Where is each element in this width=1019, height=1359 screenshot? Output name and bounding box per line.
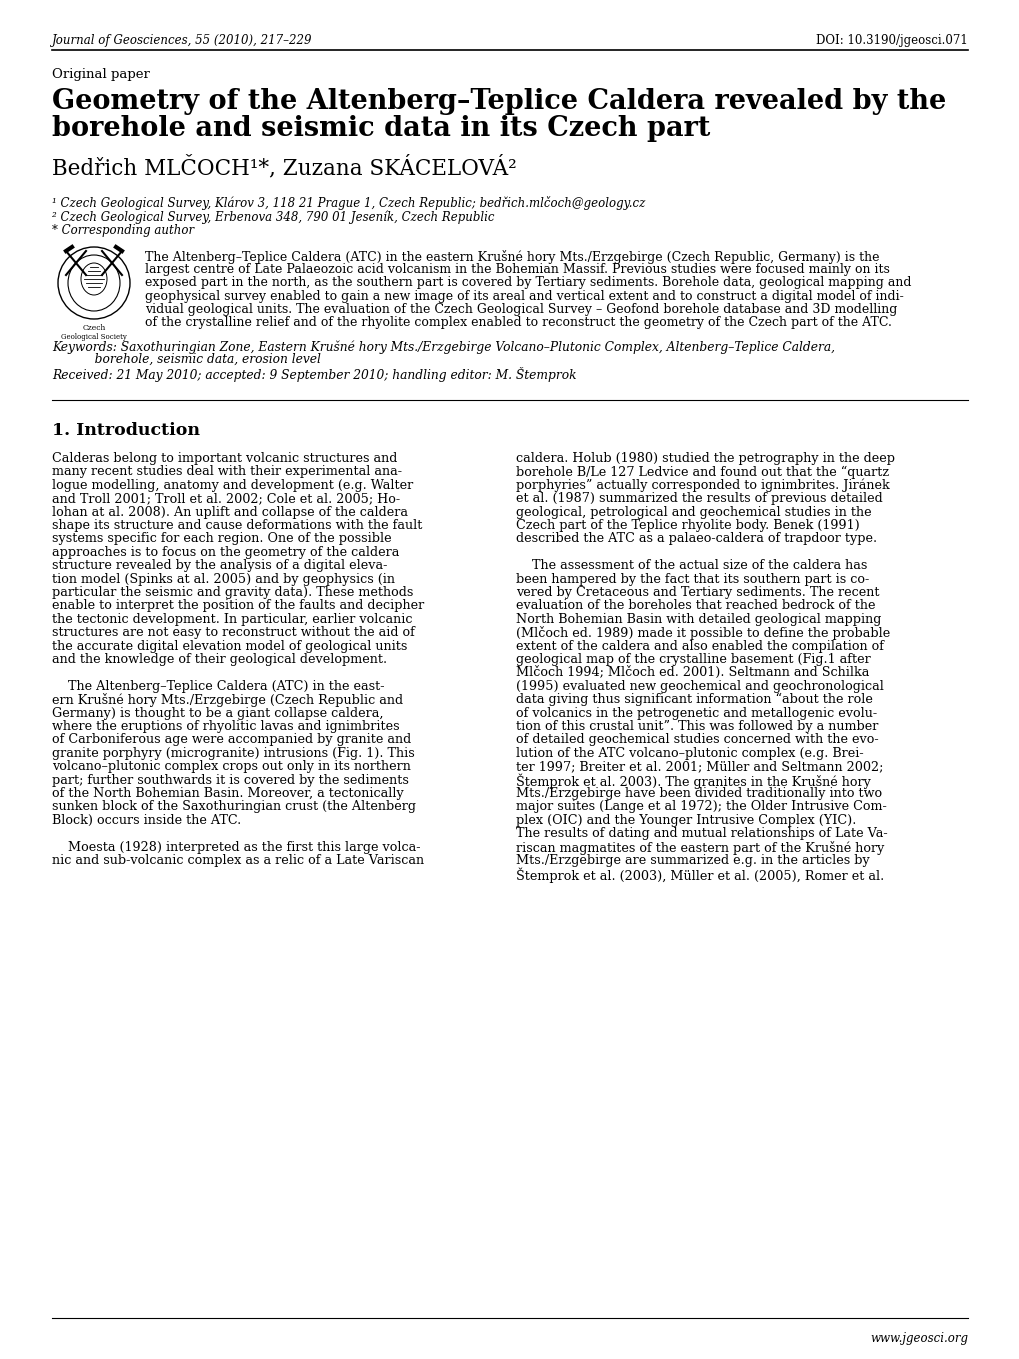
Text: and the knowledge of their geological development.: and the knowledge of their geological de…	[52, 654, 387, 666]
Text: Journal of Geosciences, 55 (2010), 217–229: Journal of Geosciences, 55 (2010), 217–2…	[52, 34, 312, 48]
Text: data giving thus significant information “about the role: data giving thus significant information…	[516, 693, 872, 707]
Text: caldera. Holub (1980) studied the petrography in the deep: caldera. Holub (1980) studied the petrog…	[516, 453, 894, 465]
Text: Štemprok et al. 2003). The granites in the Krušné hory: Štemprok et al. 2003). The granites in t…	[516, 773, 870, 790]
Text: borehole B/Le 127 Ledvice and found out that the “quartz: borehole B/Le 127 Ledvice and found out …	[516, 465, 889, 478]
Text: structure revealed by the analysis of a digital eleva-: structure revealed by the analysis of a …	[52, 559, 387, 572]
Text: described the ATC as a palaeo-caldera of trapdoor type.: described the ATC as a palaeo-caldera of…	[516, 533, 876, 545]
Text: tion model (Spinks at al. 2005) and by geophysics (in: tion model (Spinks at al. 2005) and by g…	[52, 572, 394, 586]
Text: of the North Bohemian Basin. Moreover, a tectonically: of the North Bohemian Basin. Moreover, a…	[52, 787, 404, 800]
Text: vidual geological units. The evaluation of the Czech Geological Survey – Geofond: vidual geological units. The evaluation …	[145, 303, 897, 315]
Text: shape its structure and cause deformations with the fault: shape its structure and cause deformatio…	[52, 519, 422, 531]
Text: Calderas belong to important volcanic structures and: Calderas belong to important volcanic st…	[52, 453, 397, 465]
Text: www.jgeosci.org: www.jgeosci.org	[869, 1332, 967, 1345]
Text: extent of the caldera and also enabled the compilation of: extent of the caldera and also enabled t…	[516, 640, 883, 652]
Text: ² Czech Geological Survey, Erbenova 348, 790 01 Jeseník, Czech Republic: ² Czech Geological Survey, Erbenova 348,…	[52, 211, 494, 223]
Text: systems specific for each region. One of the possible: systems specific for each region. One of…	[52, 533, 391, 545]
Text: plex (OIC) and the Younger Intrusive Complex (YIC).: plex (OIC) and the Younger Intrusive Com…	[516, 814, 856, 826]
Text: Mts./Erzgebirge have been divided traditionally into two: Mts./Erzgebirge have been divided tradit…	[516, 787, 881, 800]
Text: the tectonic development. In particular, earlier volcanic: the tectonic development. In particular,…	[52, 613, 412, 625]
Text: Mlčoch 1994; Mlčoch ed. 2001). Seltmann and Schilka: Mlčoch 1994; Mlčoch ed. 2001). Seltmann …	[516, 666, 868, 680]
Text: borehole and seismic data in its Czech part: borehole and seismic data in its Czech p…	[52, 116, 709, 141]
Text: part; further southwards it is covered by the sediments: part; further southwards it is covered b…	[52, 773, 409, 787]
Text: been hampered by the fact that its southern part is co-: been hampered by the fact that its south…	[516, 572, 868, 586]
Text: ern Krušné hory Mts./Erzgebirge (Czech Republic and: ern Krušné hory Mts./Erzgebirge (Czech R…	[52, 693, 403, 707]
Text: where the eruptions of rhyolitic lavas and ignimbrites: where the eruptions of rhyolitic lavas a…	[52, 720, 399, 733]
Text: logue modelling, anatomy and development (e.g. Walter: logue modelling, anatomy and development…	[52, 478, 413, 492]
Text: Block) occurs inside the ATC.: Block) occurs inside the ATC.	[52, 814, 242, 826]
Text: major suites (Lange et al 1972); the Older Intrusive Com-: major suites (Lange et al 1972); the Old…	[516, 800, 886, 814]
Text: Czech: Czech	[83, 323, 106, 332]
Text: Czech part of the Teplice rhyolite body. Benek (1991): Czech part of the Teplice rhyolite body.…	[516, 519, 859, 531]
Text: approaches is to focus on the geometry of the caldera: approaches is to focus on the geometry o…	[52, 546, 399, 559]
Text: porphyries” actually corresponded to ignimbrites. Jiránek: porphyries” actually corresponded to ign…	[516, 478, 889, 492]
Text: Moesta (1928) interpreted as the first this large volca-: Moesta (1928) interpreted as the first t…	[52, 841, 420, 853]
Text: sunken block of the Saxothuringian crust (the Altenberg: sunken block of the Saxothuringian crust…	[52, 800, 416, 814]
Text: DOI: 10.3190/jgeosci.071: DOI: 10.3190/jgeosci.071	[815, 34, 967, 48]
Text: The Altenberg–Teplice Caldera (ATC) in the eastern Krušné hory Mts./Erzgebirge (: The Altenberg–Teplice Caldera (ATC) in t…	[145, 250, 878, 264]
Text: * Corresponding author: * Corresponding author	[52, 224, 194, 236]
Text: geological, petrological and geochemical studies in the: geological, petrological and geochemical…	[516, 506, 871, 519]
Text: many recent studies deal with their experimental ana-: many recent studies deal with their expe…	[52, 465, 401, 478]
Text: Mts./Erzgebirge are summarized e.g. in the articles by: Mts./Erzgebirge are summarized e.g. in t…	[516, 853, 869, 867]
Text: The assessment of the actual size of the caldera has: The assessment of the actual size of the…	[516, 559, 866, 572]
Text: Germany) is thought to be a giant collapse caldera,: Germany) is thought to be a giant collap…	[52, 707, 383, 720]
Text: exposed part in the north, as the southern part is covered by Tertiary sediments: exposed part in the north, as the southe…	[145, 276, 911, 289]
Text: borehole, seismic data, erosion level: borehole, seismic data, erosion level	[52, 353, 321, 366]
Text: Štemprok et al. (2003), Müller et al. (2005), Romer et al.: Štemprok et al. (2003), Müller et al. (2…	[516, 867, 883, 883]
Text: of Carboniferous age were accompanied by granite and: of Carboniferous age were accompanied by…	[52, 734, 411, 746]
Text: of detailed geochemical studies concerned with the evo-: of detailed geochemical studies concerne…	[516, 734, 877, 746]
Text: volcano–plutonic complex crops out only in its northern: volcano–plutonic complex crops out only …	[52, 760, 411, 773]
Text: North Bohemian Basin with detailed geological mapping: North Bohemian Basin with detailed geolo…	[516, 613, 880, 625]
Text: structures are not easy to reconstruct without the aid of: structures are not easy to reconstruct w…	[52, 626, 415, 639]
Text: Geological Society: Geological Society	[61, 333, 126, 341]
Text: particular the seismic and gravity data). These methods: particular the seismic and gravity data)…	[52, 586, 413, 599]
Text: 1. Introduction: 1. Introduction	[52, 423, 200, 439]
Text: Original paper: Original paper	[52, 68, 150, 82]
Text: riscan magmatites of the eastern part of the Krušné hory: riscan magmatites of the eastern part of…	[516, 841, 883, 855]
Text: largest centre of Late Palaeozoic acid volcanism in the Bohemian Massif. Previou: largest centre of Late Palaeozoic acid v…	[145, 264, 889, 276]
Text: enable to interpret the position of the faults and decipher: enable to interpret the position of the …	[52, 599, 424, 613]
Text: Bedřich MLČOCH¹*, Zuzana SKÁCELOVÁ²: Bedřich MLČOCH¹*, Zuzana SKÁCELOVÁ²	[52, 156, 517, 179]
Text: vered by Cretaceous and Tertiary sediments. The recent: vered by Cretaceous and Tertiary sedimen…	[516, 586, 878, 599]
Text: of volcanics in the petrogenetic and metallogenic evolu-: of volcanics in the petrogenetic and met…	[516, 707, 876, 720]
Text: Received: 21 May 2010; accepted: 9 September 2010; handling editor: M. Štemprok: Received: 21 May 2010; accepted: 9 Septe…	[52, 367, 576, 382]
Text: The Altenberg–Teplice Caldera (ATC) in the east-: The Altenberg–Teplice Caldera (ATC) in t…	[52, 680, 384, 693]
Text: The results of dating and mutual relationships of Late Va-: The results of dating and mutual relatio…	[516, 828, 887, 840]
Text: geological map of the crystalline basement (Fig.1 after: geological map of the crystalline baseme…	[516, 654, 870, 666]
Text: of the crystalline relief and of the rhyolite complex enabled to reconstruct the: of the crystalline relief and of the rhy…	[145, 317, 891, 329]
Text: evaluation of the boreholes that reached bedrock of the: evaluation of the boreholes that reached…	[516, 599, 874, 613]
Text: lohan at al. 2008). An uplift and collapse of the caldera: lohan at al. 2008). An uplift and collap…	[52, 506, 408, 519]
Text: the accurate digital elevation model of geological units: the accurate digital elevation model of …	[52, 640, 407, 652]
Text: ¹ Czech Geological Survey, Klárov 3, 118 21 Prague 1, Czech Republic; bedřich.ml: ¹ Czech Geological Survey, Klárov 3, 118…	[52, 196, 645, 211]
Text: nic and sub-volcanic complex as a relic of a Late Variscan: nic and sub-volcanic complex as a relic …	[52, 853, 424, 867]
Text: (1995) evaluated new geochemical and geochronological: (1995) evaluated new geochemical and geo…	[516, 680, 883, 693]
Text: Keywords: Saxothuringian Zone, Eastern Krušné hory Mts./Erzgebirge Volcano–Pluto: Keywords: Saxothuringian Zone, Eastern K…	[52, 340, 835, 353]
Text: ter 1997; Breiter et al. 2001; Müller and Seltmann 2002;: ter 1997; Breiter et al. 2001; Müller an…	[516, 760, 882, 773]
Text: lution of the ATC volcano–plutonic complex (e.g. Brei-: lution of the ATC volcano–plutonic compl…	[516, 747, 863, 760]
Text: granite porphyry (microgranite) intrusions (Fig. 1). This: granite porphyry (microgranite) intrusio…	[52, 747, 415, 760]
Text: geophysical survey enabled to gain a new image of its areal and vertical extent : geophysical survey enabled to gain a new…	[145, 289, 903, 303]
Text: (Mlčoch ed. 1989) made it possible to define the probable: (Mlčoch ed. 1989) made it possible to de…	[516, 626, 890, 640]
Text: tion of this crustal unit”. This was followed by a number: tion of this crustal unit”. This was fol…	[516, 720, 877, 733]
Text: and Troll 2001; Troll et al. 2002; Cole et al. 2005; Ho-: and Troll 2001; Troll et al. 2002; Cole …	[52, 492, 399, 506]
Text: Geometry of the Altenberg–Teplice Caldera revealed by the: Geometry of the Altenberg–Teplice Calder…	[52, 88, 946, 116]
Text: et al. (1987) summarized the results of previous detailed: et al. (1987) summarized the results of …	[516, 492, 881, 506]
